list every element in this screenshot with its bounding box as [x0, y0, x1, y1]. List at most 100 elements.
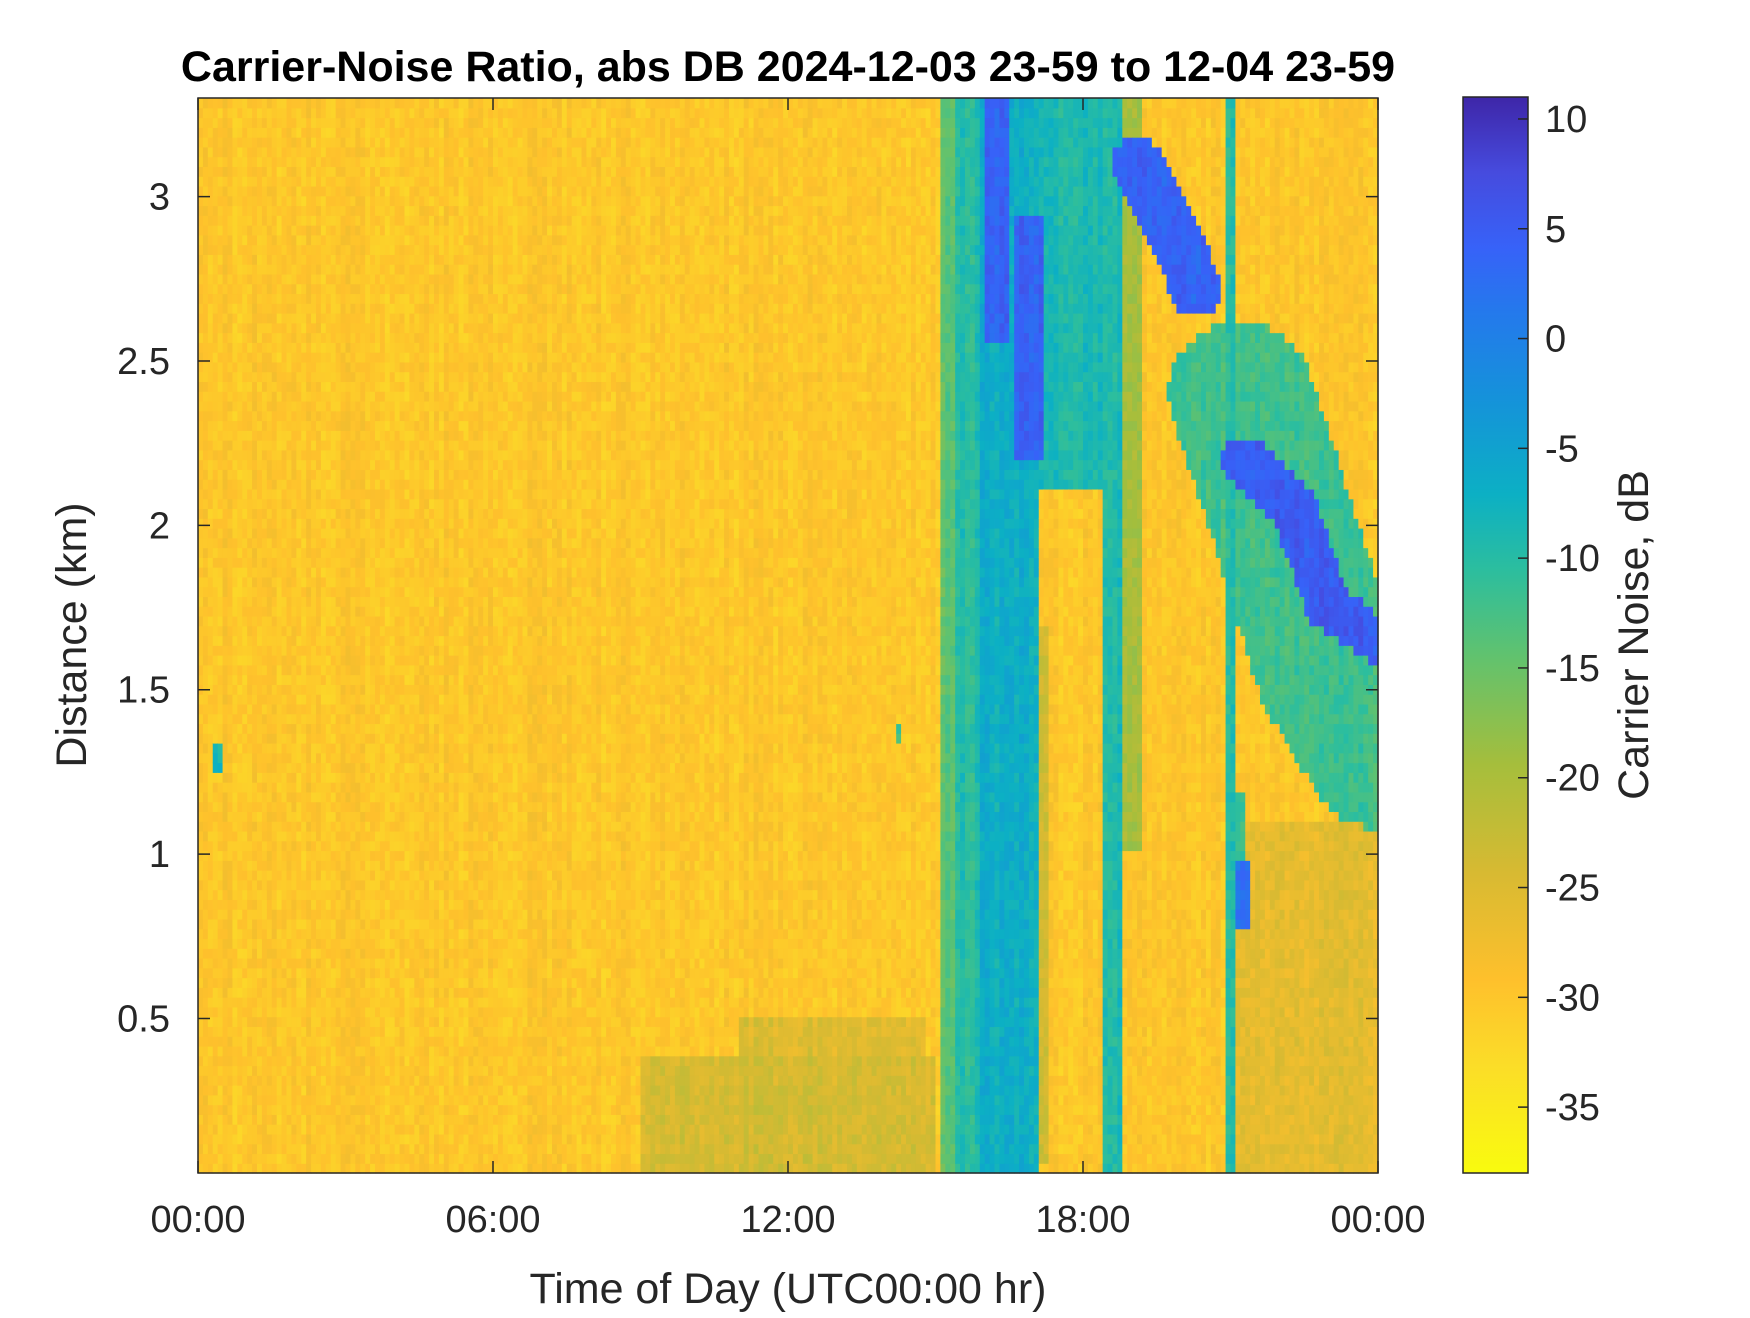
heatmap-cell [203, 508, 209, 518]
heatmap-cell [414, 284, 420, 294]
heatmap-cell [414, 313, 420, 323]
heatmap-cell [365, 284, 371, 294]
heatmap-cell [316, 1134, 322, 1144]
heatmap-cell [287, 303, 293, 313]
heatmap-cell [341, 890, 347, 900]
heatmap-cell [228, 323, 234, 333]
heatmap-cell [311, 948, 317, 958]
heatmap-cell [395, 694, 401, 704]
heatmap-cell [375, 938, 381, 948]
heatmap-cell [296, 1105, 302, 1115]
heatmap-cell [341, 518, 347, 528]
heatmap-cell [395, 606, 401, 616]
heatmap-cell [257, 489, 263, 499]
heatmap-cell [346, 743, 352, 753]
heatmap-cell [311, 118, 317, 128]
heatmap-cell [355, 303, 361, 313]
heatmap-cell [321, 235, 327, 245]
heatmap-cell [405, 831, 411, 841]
heatmap-cell [242, 655, 248, 665]
heatmap-cell [287, 851, 293, 861]
heatmap-cell [375, 567, 381, 577]
heatmap-cell [311, 870, 317, 880]
heatmap-cell [267, 293, 273, 303]
heatmap-cell [414, 489, 420, 499]
heatmap-cell [355, 567, 361, 577]
heatmap-cell [247, 118, 253, 128]
heatmap-cell [301, 792, 307, 802]
heatmap-cell [355, 753, 361, 763]
heatmap-cell [247, 567, 253, 577]
heatmap-cell [267, 391, 273, 401]
heatmap-cell [247, 1036, 253, 1046]
heatmap-cell [419, 1144, 425, 1154]
heatmap-cell [390, 1134, 396, 1144]
heatmap-cell [291, 596, 297, 606]
heatmap-cell [218, 352, 224, 362]
heatmap-cell [375, 333, 381, 343]
heatmap-cell [380, 108, 386, 118]
heatmap-cell [213, 293, 219, 303]
heatmap-cell [218, 684, 224, 694]
heatmap-cell [341, 958, 347, 968]
heatmap-cell [360, 851, 366, 861]
heatmap-cell [405, 274, 411, 284]
heatmap-cell [237, 948, 243, 958]
heatmap-cell [277, 1144, 283, 1154]
heatmap-cell [232, 1007, 238, 1017]
heatmap-cell [370, 548, 376, 558]
heatmap-cell [237, 841, 243, 851]
heatmap-cell [232, 450, 238, 460]
heatmap-cell [301, 636, 307, 646]
heatmap-cell [414, 372, 420, 382]
heatmap-cell [247, 733, 253, 743]
heatmap-cell [291, 948, 297, 958]
heatmap-cell [336, 841, 342, 851]
heatmap-cell [375, 704, 381, 714]
heatmap-cell [336, 1017, 342, 1027]
heatmap-cell [237, 557, 243, 567]
heatmap-cell [262, 733, 268, 743]
heatmap-cell [272, 460, 278, 470]
heatmap-cell [331, 489, 337, 499]
heatmap-cell [228, 909, 234, 919]
heatmap-cell [296, 127, 302, 137]
heatmap-cell [267, 821, 273, 831]
heatmap-cell [375, 841, 381, 851]
heatmap-cell [203, 1085, 209, 1095]
heatmap-cell [365, 723, 371, 733]
heatmap-cell [414, 118, 420, 128]
heatmap-cell [414, 587, 420, 597]
heatmap-cell [331, 831, 337, 841]
heatmap-cell [282, 411, 288, 421]
heatmap-cell [326, 606, 332, 616]
heatmap-cell [272, 421, 278, 431]
heatmap-cell [365, 166, 371, 176]
heatmap-cell [203, 342, 209, 352]
heatmap-cell [355, 870, 361, 880]
heatmap-cell [237, 1153, 243, 1163]
heatmap-cell [218, 557, 224, 567]
heatmap-cell [296, 254, 302, 264]
heatmap-cell [346, 518, 352, 528]
heatmap-cell [252, 118, 258, 128]
heatmap-cell [208, 1007, 214, 1017]
heatmap-cell [400, 391, 406, 401]
heatmap-cell [208, 254, 214, 264]
heatmap-cell [272, 1007, 278, 1017]
heatmap-cell [400, 587, 406, 597]
heatmap-cell [237, 694, 243, 704]
heatmap-cell [257, 987, 263, 997]
heatmap-cell [346, 342, 352, 352]
heatmap-cell [326, 1134, 332, 1144]
heatmap-cell [331, 206, 337, 216]
heatmap-cell [385, 450, 391, 460]
heatmap-cell [419, 1075, 425, 1085]
heatmap-cell [360, 899, 366, 909]
heatmap-cell [252, 538, 258, 548]
heatmap-cell [287, 792, 293, 802]
heatmap-cell [409, 987, 415, 997]
heatmap-cell [291, 577, 297, 587]
heatmap-cell [296, 567, 302, 577]
heatmap-cell [341, 733, 347, 743]
